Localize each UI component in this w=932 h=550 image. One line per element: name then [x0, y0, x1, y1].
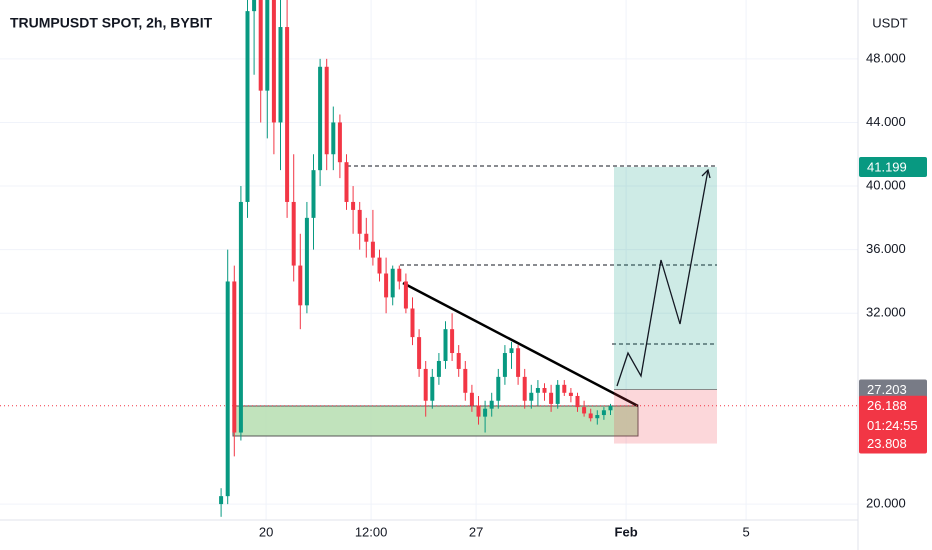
candle-body: [232, 281, 237, 433]
stop-tag: [859, 433, 927, 454]
countdown-label: 01:24:55: [867, 418, 918, 433]
arrow-head: [701, 168, 711, 179]
y-tick-label: 40.000: [866, 177, 906, 192]
candle-body: [601, 410, 606, 416]
candle-body: [351, 201, 356, 210]
candle-body: [219, 496, 224, 505]
x-tick-label: 20: [259, 524, 273, 539]
candle-body: [456, 353, 461, 369]
x-tick-label: 27: [469, 524, 483, 539]
candle-body: [291, 201, 296, 266]
candle-body: [390, 268, 395, 298]
drawings: [232, 165, 717, 437]
y-tick-label: 32.000: [866, 305, 906, 320]
candle-body: [377, 257, 382, 274]
candle-body: [252, 0, 257, 12]
y-tick-label: 36.000: [866, 241, 906, 256]
candle-body: [258, 0, 263, 91]
candle-body: [238, 201, 243, 433]
position-tool: [0, 166, 858, 444]
candle-body: [450, 329, 455, 354]
entry-tag: [859, 379, 927, 400]
y-tick-label: 44.000: [866, 114, 906, 129]
candle-body: [245, 11, 250, 202]
candle-body: [384, 273, 389, 298]
y-tick-label: 20.000: [866, 496, 906, 511]
x-tick-label: 5: [742, 524, 749, 539]
candle-body: [608, 405, 613, 411]
candle-body: [423, 368, 428, 401]
candle-body: [331, 122, 336, 155]
candle-body: [344, 162, 349, 202]
grid: [0, 0, 858, 520]
support-zone: [232, 405, 639, 437]
candle-body: [436, 360, 441, 377]
candle-body: [483, 408, 488, 417]
candle-body: [588, 413, 593, 419]
candle-body: [397, 268, 402, 282]
x-tick-label: 12:00: [355, 524, 388, 539]
candle-body: [443, 329, 448, 361]
candle-body: [265, 0, 270, 91]
candle-body: [417, 337, 422, 369]
candle-body: [304, 217, 309, 306]
candle-body: [549, 392, 554, 404]
candle-body: [575, 395, 580, 408]
axes: 20.000 32.000 36.000 40.000 44.000 48.000 20 12…: [259, 50, 927, 539]
projection-path: [616, 169, 709, 387]
projection: [616, 168, 711, 387]
candle-body: [516, 348, 521, 377]
candle-body: [595, 415, 600, 419]
candles: [219, 0, 613, 517]
candle-body: [271, 0, 276, 123]
candle-body: [509, 348, 514, 354]
profit-zone: [614, 166, 717, 390]
y-tick-label: 48.000: [866, 50, 906, 65]
candle-body: [410, 308, 415, 338]
candle-body: [529, 392, 534, 401]
candle-body: [311, 170, 316, 218]
candle-body: [298, 265, 303, 306]
candle-body: [370, 241, 375, 258]
candle-body: [225, 281, 230, 497]
candle-body: [582, 407, 587, 414]
trend-line: [402, 281, 639, 408]
candle-body: [476, 405, 481, 417]
last-price-label: 26.188: [867, 398, 907, 413]
chart-title: TRUMPUSDT SPOT, 2h, BYBIT: [10, 15, 213, 31]
candle-body: [555, 384, 560, 404]
target-tag-label: 41.199: [867, 159, 907, 174]
candle-body: [502, 353, 507, 377]
candle-body: [562, 384, 567, 393]
candle-body: [496, 376, 501, 401]
candle-body: [324, 66, 329, 155]
candle-body: [522, 376, 527, 401]
candle-body: [318, 66, 323, 171]
candle-body: [535, 388, 540, 393]
target-tag: [859, 156, 927, 177]
candle-body: [542, 388, 547, 393]
candle-body: [489, 400, 494, 409]
currency: USDT: [872, 15, 907, 30]
loss-zone: [614, 389, 717, 444]
candle-body: [469, 392, 474, 406]
candle-body: [357, 209, 362, 234]
x-tick-label: Feb: [615, 524, 638, 539]
entry-tag-label: 27.203: [867, 382, 907, 397]
candle-body: [430, 376, 435, 401]
candle-body: [568, 392, 573, 396]
candle-body: [285, 27, 290, 202]
candle-body: [337, 122, 342, 163]
candle-body: [403, 281, 408, 309]
candle-body: [463, 368, 468, 393]
stop-tag-label: 23.808: [867, 436, 907, 451]
candle-body: [364, 233, 369, 242]
last-price-tag: [859, 395, 927, 438]
candle-body: [278, 27, 283, 123]
